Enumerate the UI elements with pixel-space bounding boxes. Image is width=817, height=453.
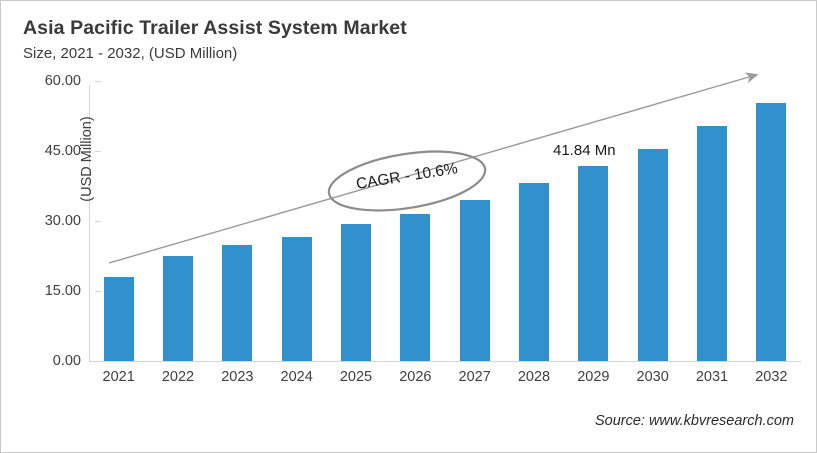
page-title: Asia Pacific Trailer Assist System Marke… [23,17,407,39]
value-label-2029: 41.84 Mn [553,142,616,159]
x-axis-tick-label: 2021 [102,369,135,385]
y-axis: 0.00 15.00 30.00 45.00 60.00 [13,1,101,452]
x-axis-tick-label: 2022 [161,369,195,385]
y-axis-tick-label: 60.00 [44,73,81,89]
x-axis-line [89,361,801,362]
y-axis-tick-label: 15.00 [44,283,81,299]
x-axis-tick-label: 2032 [755,369,788,385]
bar-2024[interactable] [281,236,312,361]
y-axis-tick-mark [95,291,101,292]
bar-2023[interactable] [222,245,253,361]
bar-2022[interactable] [163,256,193,361]
y-axis-tick-mark [95,151,101,152]
y-axis-tick-label: 30.00 [44,213,81,229]
bar-2021[interactable] [103,277,134,361]
y-axis-tick-label: 0.00 [52,353,81,369]
callout-ellipse-icon [327,150,487,212]
bar-2032[interactable] [756,103,787,361]
bar-2029[interactable] [578,165,609,361]
cagr-callout: CAGR - 10.6% [323,148,491,214]
x-axis-labels: 2021 2022 2023 2024 2025 2026 2027 2028 2029 2030… [89,369,801,393]
x-axis-tick-label: 2025 [339,369,373,385]
y-axis-line [89,85,90,362]
y-axis-tick-mark [95,81,101,82]
x-axis-tick-label: 2024 [280,369,313,385]
source-caption: Source: www.kbvresearch.com [594,413,794,429]
y-axis-tick-mark [95,221,101,222]
x-axis-tick-label: 2023 [221,369,254,385]
x-axis-tick-label: 2026 [399,369,432,385]
chart-subtitle: Size, 2021 - 2032, (USD Million) [23,45,238,62]
bar-2026[interactable] [400,214,431,361]
x-axis-tick-label: 2029 [577,369,610,385]
bar-series [89,81,801,361]
x-axis-tick-label: 2028 [517,369,551,385]
x-axis-tick-label: 2027 [458,369,491,385]
bar-2031[interactable] [697,126,727,361]
bar-2025[interactable] [341,223,371,361]
bar-2028[interactable] [519,183,549,361]
bar-2030[interactable] [637,149,668,361]
x-axis-tick-label: 2030 [636,369,669,385]
bar-2027[interactable] [459,199,490,361]
y-axis-tick-label: 45.00 [44,143,81,159]
x-axis-tick-label: 2031 [695,369,729,385]
